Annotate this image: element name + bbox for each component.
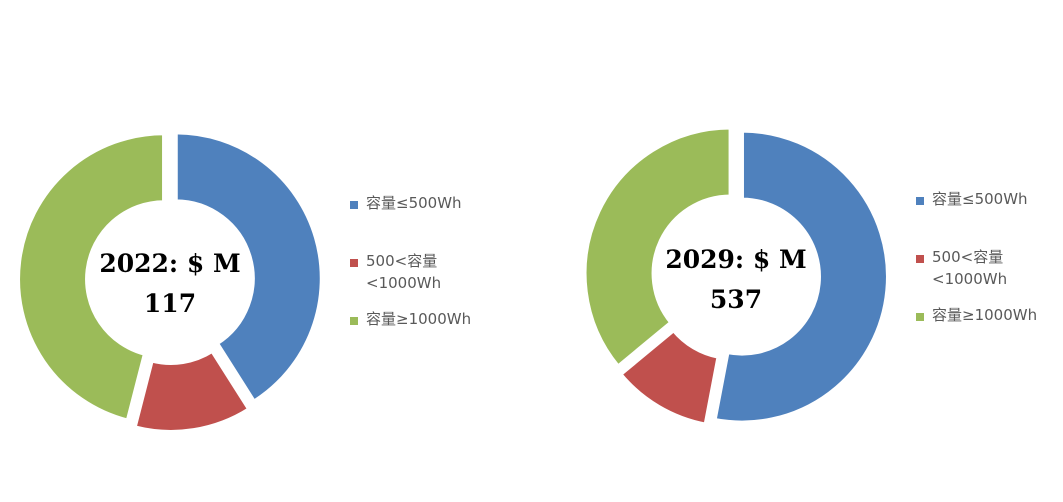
donut-chart-1: 2022: $ M 117 容量≤500Wh 500<容量<1000Wh 容量≥1000… <box>16 130 471 434</box>
legend-label-2-2: 500<容量<1000Wh <box>932 248 1007 288</box>
slice-1-2 <box>132 348 252 434</box>
slice-1-1 <box>173 130 324 405</box>
center-label-1-line-1: 2022: $ M <box>99 249 240 278</box>
legend-label-2-1: 容量≤500Wh <box>932 190 1028 208</box>
slice-2-1 <box>712 128 890 425</box>
legend-label-2-3: 容量≥1000Wh <box>932 306 1037 324</box>
slice-2-3 <box>582 125 733 370</box>
center-label-2-line-1: 2029: $ M <box>665 245 806 274</box>
donut-chart-2: 2029: $ M 537 容量≤500Wh 500<容量<1000Wh 容量≥1000… <box>582 125 1037 427</box>
legend-label-1-3: 容量≥1000Wh <box>366 310 471 328</box>
legend-swatch-2-3 <box>916 313 924 321</box>
legend-swatch-1-2 <box>350 259 358 267</box>
center-label-2-line-2: 537 <box>710 285 762 314</box>
slice-1-3 <box>16 131 167 424</box>
slice-2-2 <box>617 327 721 427</box>
legend-swatch-2-1 <box>916 197 924 205</box>
center-label-1-line-2: 117 <box>144 289 196 318</box>
legend-label-1-2: 500<容量<1000Wh <box>366 252 441 292</box>
legend-swatch-2-2 <box>916 255 924 263</box>
legend-swatch-1-1 <box>350 201 358 209</box>
legend-swatch-1-3 <box>350 317 358 325</box>
legend-label-1-1: 容量≤500Wh <box>366 194 462 212</box>
